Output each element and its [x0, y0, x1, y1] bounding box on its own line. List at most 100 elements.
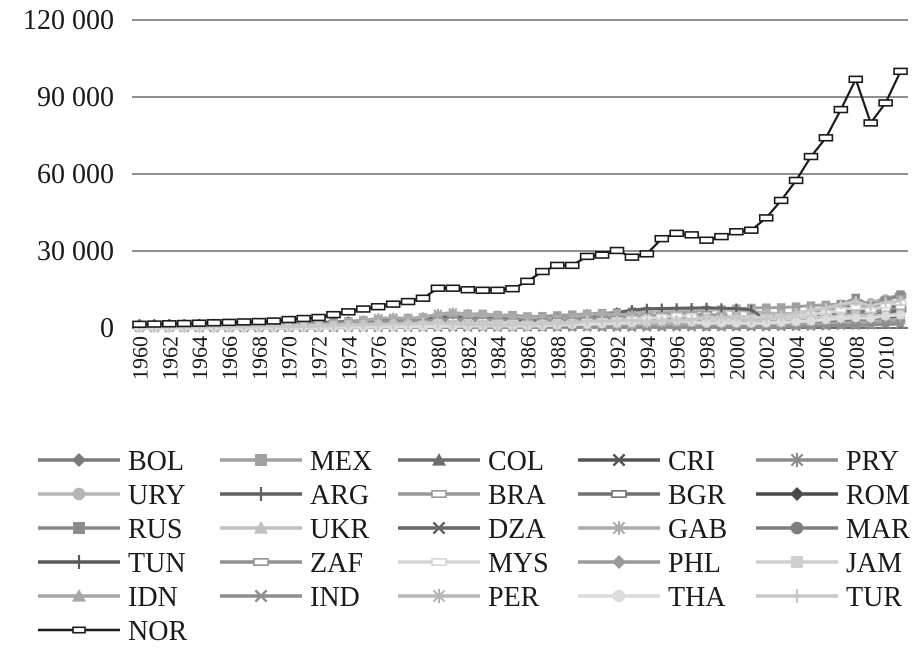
data-point — [731, 318, 741, 328]
x-tick-label: 1986 — [515, 336, 540, 380]
x-tick-label: 1990 — [575, 336, 600, 380]
legend-label: THA — [668, 582, 726, 613]
legend-label: CRI — [668, 446, 715, 477]
data-point — [836, 313, 846, 323]
data-point — [639, 250, 655, 258]
legend-marker — [73, 522, 85, 534]
data-point — [761, 303, 771, 312]
legend-label: ZAF — [310, 548, 363, 579]
data-point — [579, 252, 595, 261]
legend-label: MEX — [310, 446, 372, 477]
x-tick-label: 1996 — [665, 336, 690, 380]
legend-item-bra: BRA — [398, 480, 546, 511]
legend-item-tha: THA — [578, 582, 726, 613]
data-point — [893, 67, 908, 76]
data-point — [821, 315, 831, 325]
legend-item-col: COL — [398, 446, 544, 477]
y-axis-tick-labels: 0 30 000 60 000 90 000 120 000 — [23, 5, 114, 344]
data-point — [851, 313, 861, 323]
legend-item-mex: MEX — [220, 446, 372, 477]
legend-label: PER — [488, 582, 540, 613]
data-point — [430, 284, 446, 292]
legend-marker — [72, 453, 86, 467]
data-point — [400, 297, 416, 306]
x-tick-label: 1972 — [307, 336, 332, 380]
x-axis-tick-labels: 1960 1962 1964 1966 1968 1970 1972 1974 1976 1978… — [127, 336, 898, 380]
legend-item-ind: IND — [220, 582, 360, 613]
legend-marker — [612, 555, 626, 569]
legend-label: PRY — [846, 446, 899, 477]
legend-marker — [612, 521, 626, 535]
legend-label: UKR — [310, 514, 369, 545]
legend-item-bol: BOL — [38, 446, 184, 477]
data-point — [191, 319, 207, 327]
data-point — [896, 310, 906, 320]
y-tick-label: 60 000 — [37, 159, 114, 190]
data-point — [895, 319, 906, 330]
x-tick-label: 1970 — [277, 336, 302, 380]
data-point — [758, 214, 774, 222]
legend-item-mar: MAR — [756, 514, 910, 545]
data-point — [564, 261, 580, 270]
data-point — [654, 234, 670, 243]
legend-label: DZA — [488, 514, 546, 545]
legend-marker — [72, 589, 86, 602]
data-point — [462, 308, 473, 319]
legend-item-jam: JAM — [756, 548, 902, 579]
data-point — [326, 310, 341, 319]
legend-marker — [255, 454, 267, 466]
data-point — [624, 253, 640, 261]
legend-label: RUS — [128, 514, 182, 545]
data-point — [833, 105, 849, 114]
data-point — [684, 231, 699, 239]
legend-marker — [253, 558, 269, 566]
data-point — [806, 316, 816, 326]
legend-marker — [611, 490, 627, 498]
data-point — [221, 318, 237, 327]
data-point — [433, 308, 443, 319]
legend-label: ROM — [846, 480, 910, 511]
legend-label: MYS — [488, 548, 549, 579]
data-point — [791, 317, 801, 327]
data-point — [448, 307, 458, 318]
series-tur — [138, 296, 902, 332]
legend-label: GAB — [668, 514, 727, 545]
legend-item-idn: IDN — [38, 582, 178, 613]
x-tick-label: 1966 — [217, 336, 242, 380]
data-point — [609, 246, 625, 255]
legend-label: BGR — [668, 480, 726, 511]
data-point — [744, 226, 759, 234]
legend-label: IND — [310, 582, 360, 613]
legend-marker — [254, 589, 268, 603]
data-point — [594, 251, 610, 259]
legend-label: IDN — [128, 582, 178, 613]
legend-label: TUR — [846, 582, 902, 613]
legend-marker — [72, 487, 86, 501]
grid-lines — [132, 19, 908, 329]
x-tick-label: 1992 — [605, 336, 630, 380]
legend-item-bgr: BGR — [578, 480, 726, 511]
y-tick-label: 90 000 — [37, 82, 114, 113]
x-tick-label: 1994 — [635, 336, 660, 380]
legend-item-arg: ARG — [220, 480, 369, 511]
data-point — [881, 311, 891, 321]
data-point — [803, 152, 819, 161]
data-point — [791, 302, 801, 311]
legend-marker — [612, 453, 626, 467]
legend-marker — [790, 521, 804, 535]
legend-label: BRA — [488, 480, 546, 511]
data-point — [776, 303, 786, 312]
legend-item-pry: PRY — [756, 446, 899, 477]
legend-marker — [790, 487, 804, 501]
legend-marker — [72, 626, 86, 634]
y-tick-label: 0 — [100, 313, 114, 344]
legend-marker — [612, 589, 626, 603]
x-tick-label: 2004 — [784, 336, 809, 380]
data-point — [490, 286, 505, 294]
x-tick-label: 1980 — [426, 336, 451, 380]
data-point — [415, 294, 431, 302]
data-point — [356, 305, 371, 313]
data-point — [251, 317, 267, 326]
x-tick-label: 1968 — [247, 336, 272, 380]
data-point — [729, 228, 744, 236]
